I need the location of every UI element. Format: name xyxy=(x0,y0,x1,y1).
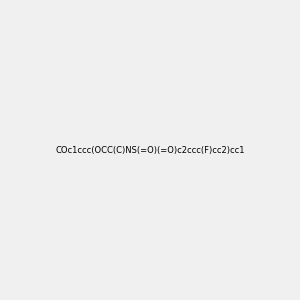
Text: COc1ccc(OCC(C)NS(=O)(=O)c2ccc(F)cc2)cc1: COc1ccc(OCC(C)NS(=O)(=O)c2ccc(F)cc2)cc1 xyxy=(55,146,245,154)
